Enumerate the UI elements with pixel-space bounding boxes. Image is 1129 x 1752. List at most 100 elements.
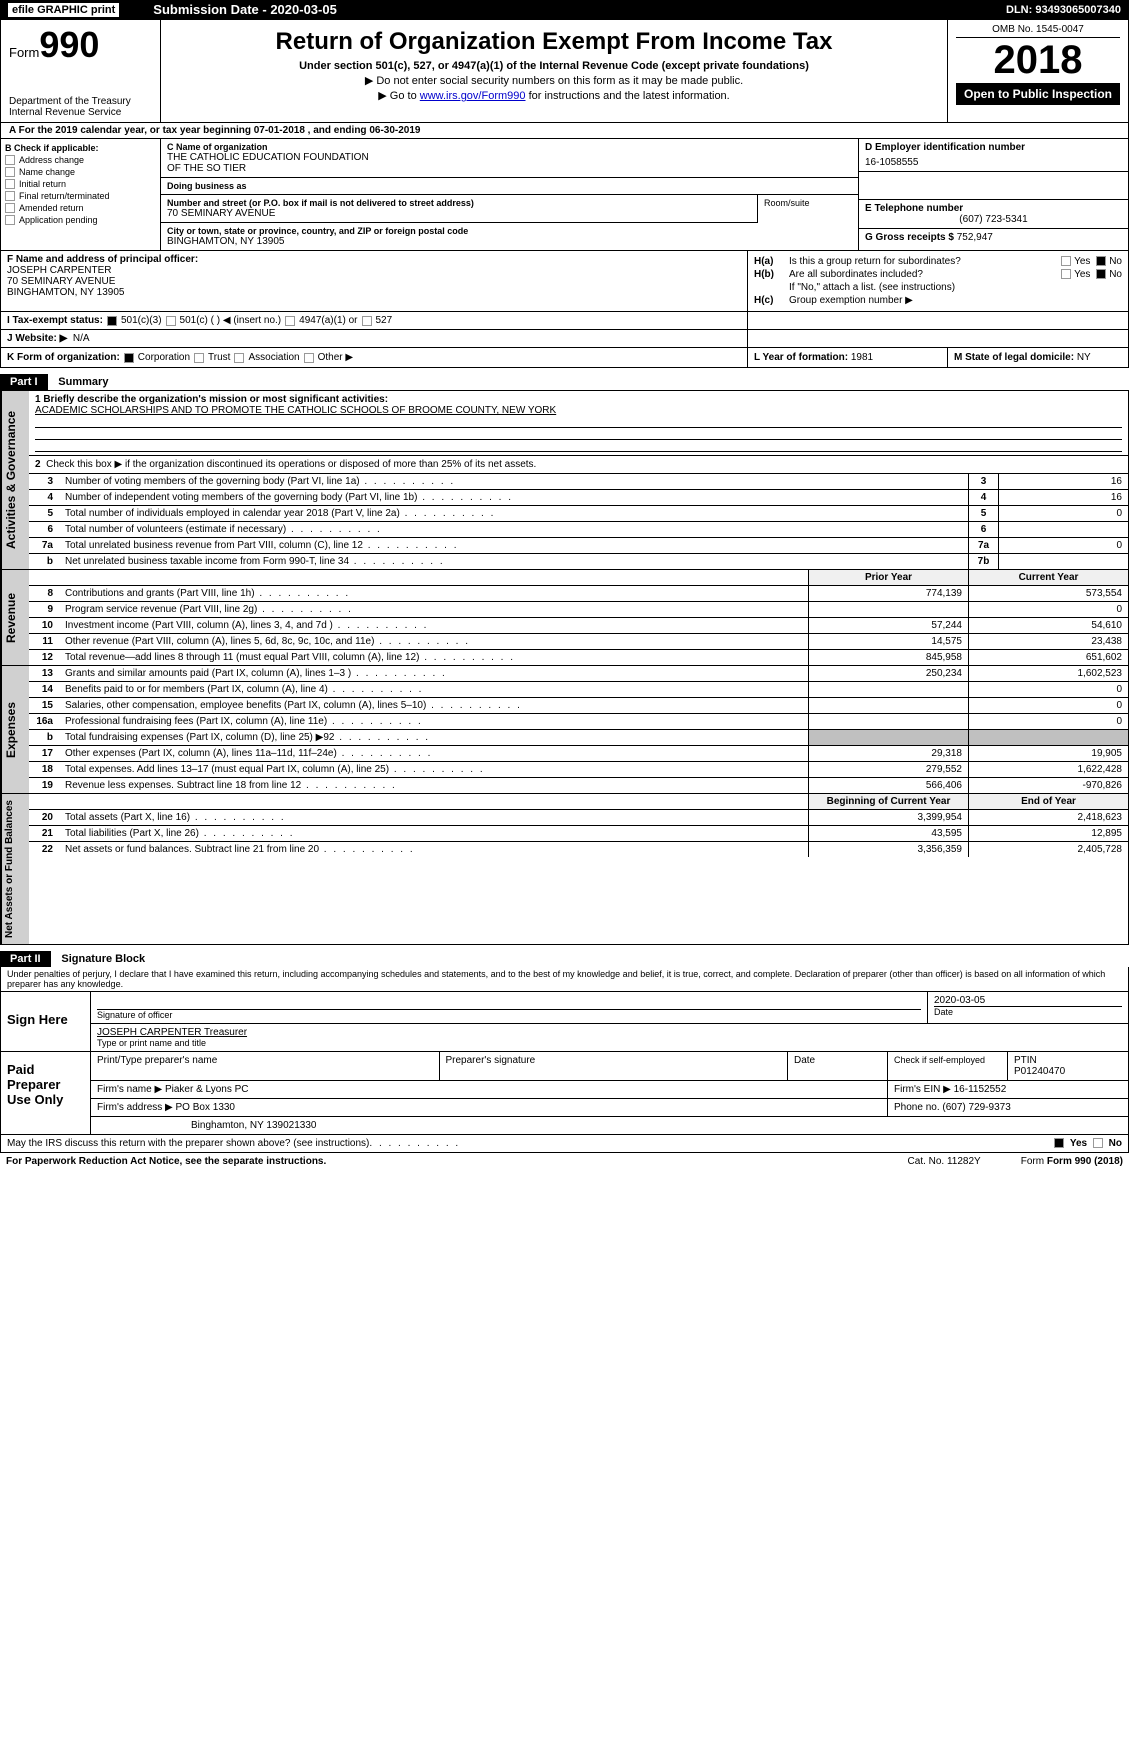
line-prior-year — [808, 714, 968, 729]
line-num: b — [29, 730, 59, 745]
line-18: 18 Total expenses. Add lines 13–17 (must… — [29, 762, 1128, 778]
line-num: 14 — [29, 682, 59, 697]
netassets-table: Net Assets or Fund Balances Beginning of… — [0, 794, 1129, 945]
opt-4947: 4947(a)(1) or — [299, 315, 357, 326]
form-org-label: K Form of organization: — [7, 352, 120, 363]
line-desc: Total fundraising expenses (Part IX, col… — [59, 730, 808, 745]
ein-value: 16-1058555 — [865, 157, 1122, 168]
firm-phone: (607) 729-9373 — [942, 1102, 1010, 1113]
line-num: 10 — [29, 618, 59, 633]
current-year-header: Current Year — [968, 570, 1128, 585]
netassets-side-label: Net Assets or Fund Balances — [1, 794, 29, 944]
line-val: 16 — [998, 474, 1128, 489]
sign-here-label: Sign Here — [1, 992, 91, 1051]
line-current-year: 0 — [968, 698, 1128, 713]
sig-name-label: Type or print name and title — [97, 1038, 1122, 1048]
gov-line-b: b Net unrelated business taxable income … — [29, 554, 1128, 569]
line-code: 7a — [968, 538, 998, 553]
firm-ein-label: Firm's EIN ▶ — [894, 1084, 951, 1095]
opt-amended: Amended return — [19, 203, 84, 213]
col-d-ein-phone: D Employer identification number 16-1058… — [858, 139, 1128, 250]
line-current-year — [968, 730, 1128, 745]
line-prior-year: 14,575 — [808, 634, 968, 649]
ha-text: Is this a group return for subordinates? — [789, 256, 961, 267]
open-public-label: Open to Public Inspection — [956, 83, 1120, 105]
line-num: 13 — [29, 666, 59, 681]
line-prior-year: 566,406 — [808, 778, 968, 793]
chk-trust — [194, 353, 204, 363]
line-desc: Number of voting members of the governin… — [59, 474, 968, 489]
expenses-side-label: Expenses — [1, 666, 29, 793]
line-current-year: -970,826 — [968, 778, 1128, 793]
line-num: 18 — [29, 762, 59, 777]
line-b: b Total fundraising expenses (Part IX, c… — [29, 730, 1128, 746]
chk-address-change — [5, 155, 15, 165]
col-h-group: H(a) Is this a group return for subordin… — [748, 251, 1128, 311]
irs-link[interactable]: www.irs.gov/Form990 — [420, 90, 526, 102]
efile-label: efile GRAPHIC print — [8, 3, 119, 17]
part2-header-row: Part II Signature Block — [0, 945, 1129, 967]
chk-assoc — [234, 353, 244, 363]
ha-no-box — [1096, 256, 1106, 266]
opt-other: Other ▶ — [318, 352, 353, 363]
line-num: 11 — [29, 634, 59, 649]
opt-501c3: 501(c)(3) — [121, 315, 162, 326]
opt-name-change: Name change — [19, 167, 75, 177]
firm-name: Piaker & Lyons PC — [165, 1084, 249, 1095]
form-num-big: 990 — [39, 24, 99, 65]
ha-label: H(a) — [754, 256, 789, 267]
line-8: 8 Contributions and grants (Part VIII, l… — [29, 586, 1128, 602]
line-desc: Benefits paid to or for members (Part IX… — [59, 682, 808, 697]
opt-527: 527 — [376, 315, 393, 326]
line-12: 12 Total revenue—add lines 8 through 11 … — [29, 650, 1128, 665]
city-label: City or town, state or province, country… — [167, 226, 852, 236]
line-prior-year: 43,595 — [808, 826, 968, 841]
line-desc: Total liabilities (Part X, line 26) — [59, 826, 808, 841]
opt-assoc: Association — [248, 352, 299, 363]
irs-label: Internal Revenue Service — [9, 107, 152, 118]
ha-yes-box — [1061, 256, 1071, 266]
line-desc: Number of independent voting members of … — [59, 490, 968, 505]
hb-note: If "No," attach a list. (see instruction… — [789, 282, 955, 293]
line-current-year: 0 — [968, 682, 1128, 697]
discuss-no-box — [1093, 1138, 1103, 1148]
section-bc: B Check if applicable: Address change Na… — [0, 139, 1129, 251]
line-num: 6 — [29, 522, 59, 537]
ptin-label: PTIN — [1014, 1055, 1122, 1066]
gross-label: G Gross receipts $ — [865, 232, 954, 243]
discuss-row: May the IRS discuss this return with the… — [0, 1135, 1129, 1153]
l1-text: ACADEMIC SCHOLARSHIPS AND TO PROMOTE THE… — [35, 405, 1122, 416]
col-i-tax-status: I Tax-exempt status: 501(c)(3) 501(c) ( … — [1, 312, 748, 329]
opt-trust: Trust — [208, 352, 230, 363]
form-footer: Form Form 990 (2018) — [1021, 1156, 1123, 1167]
dept-treasury: Department of the Treasury — [9, 96, 152, 107]
line-21: 21 Total liabilities (Part X, line 26) 4… — [29, 826, 1128, 842]
sig-date: 2020-03-05 — [934, 995, 1122, 1006]
line-desc: Net unrelated business taxable income fr… — [59, 554, 968, 569]
row-ij: I Tax-exempt status: 501(c)(3) 501(c) ( … — [0, 312, 1129, 330]
line-num: 7a — [29, 538, 59, 553]
line-11: 11 Other revenue (Part VIII, column (A),… — [29, 634, 1128, 650]
col-b-label: B Check if applicable: — [5, 143, 156, 153]
part2-title: Signature Block — [61, 953, 145, 965]
line-16a: 16a Professional fundraising fees (Part … — [29, 714, 1128, 730]
col-b-checkboxes: B Check if applicable: Address change Na… — [1, 139, 161, 250]
paid-preparer-label: Paid Preparer Use Only — [1, 1052, 91, 1134]
line-num: 21 — [29, 826, 59, 841]
opt-final-return: Final return/terminated — [19, 191, 110, 201]
part2-header: Part II — [0, 951, 51, 967]
line-current-year: 0 — [968, 602, 1128, 617]
chk-amended — [5, 203, 15, 213]
revenue-table: Revenue Prior Year Current Year 8 Contri… — [0, 570, 1129, 666]
line-desc: Contributions and grants (Part VIII, lin… — [59, 586, 808, 601]
sig-name: JOSEPH CARPENTER Treasurer — [97, 1027, 1122, 1038]
sig-officer-label: Signature of officer — [97, 1009, 921, 1020]
chk-527 — [362, 316, 372, 326]
org-city: BINGHAMTON, NY 13905 — [167, 236, 852, 247]
line-current-year: 1,622,428 — [968, 762, 1128, 777]
netassets-header-row: Beginning of Current Year End of Year — [29, 794, 1128, 810]
officer-label: F Name and address of principal officer: — [7, 254, 741, 265]
line-prior-year: 845,958 — [808, 650, 968, 665]
revenue-header-row: Prior Year Current Year — [29, 570, 1128, 586]
line-desc: Total number of individuals employed in … — [59, 506, 968, 521]
